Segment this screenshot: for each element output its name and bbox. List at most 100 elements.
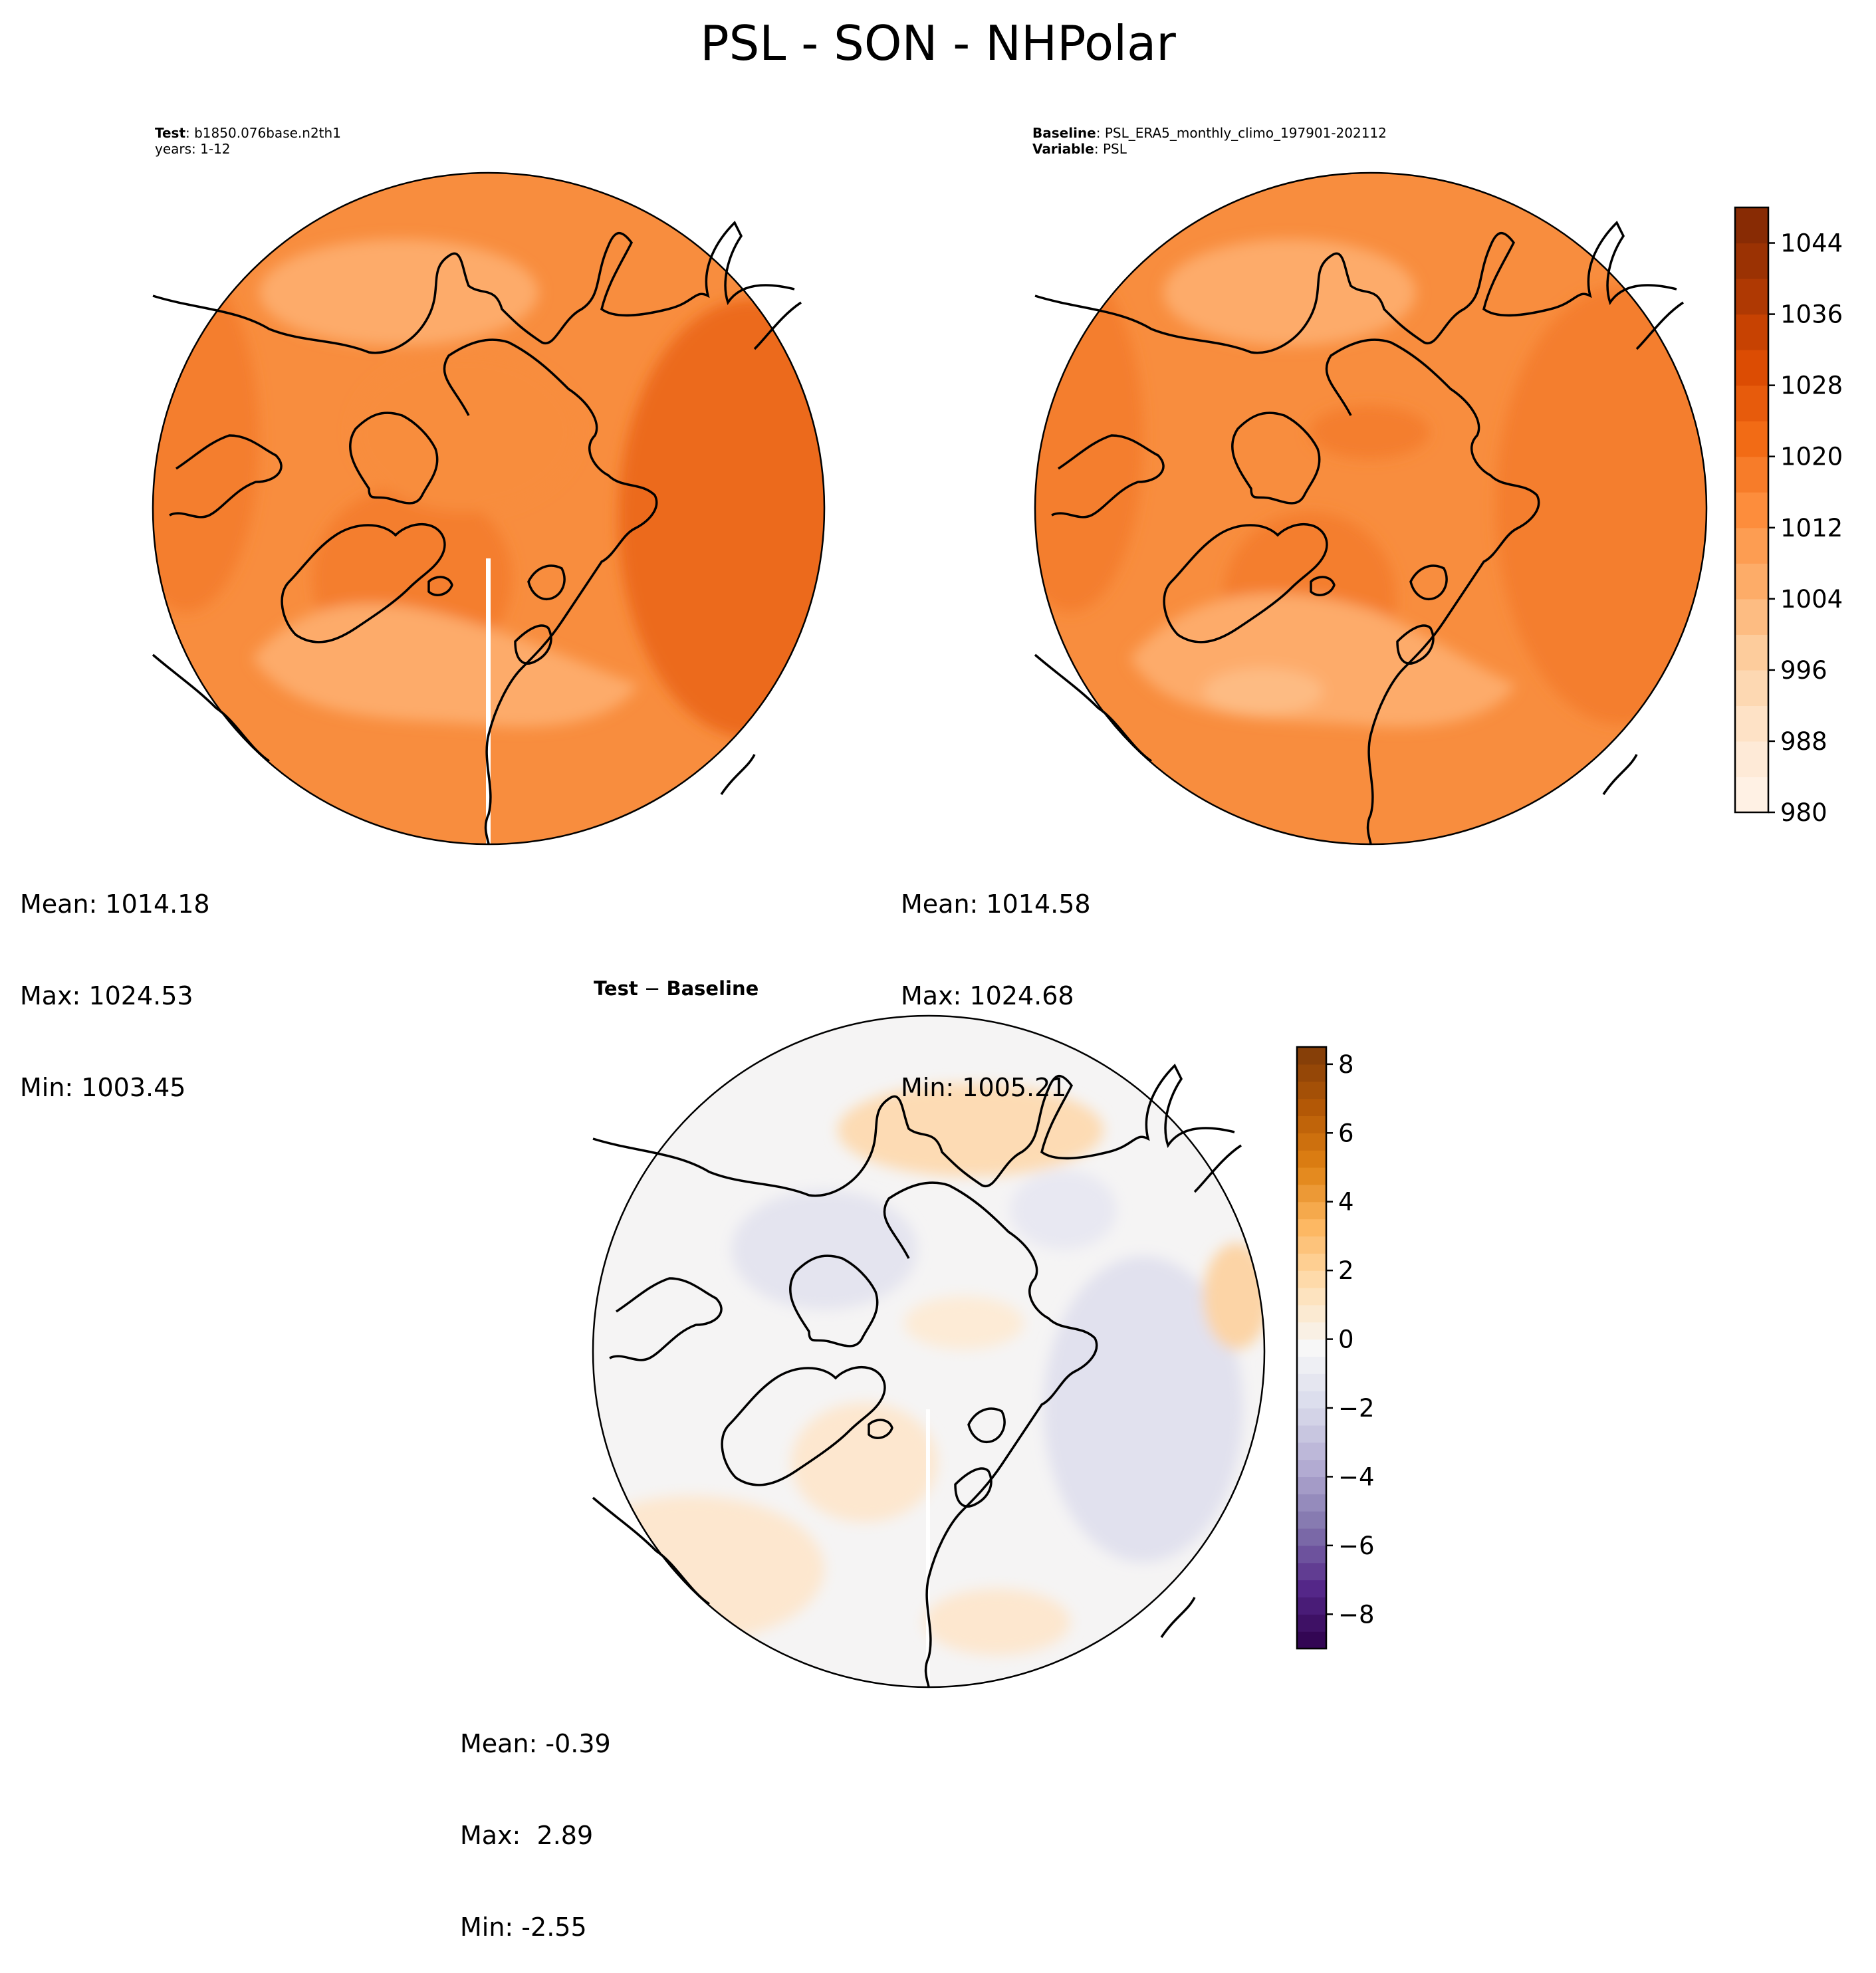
diff-colorbar-level-11 xyxy=(1297,1442,1326,1460)
diff-colorbar-level-32 xyxy=(1297,1081,1326,1100)
baseline-colorbar-tick-label-3: 1020 xyxy=(1780,443,1843,471)
baseline-map xyxy=(1034,172,1708,846)
baseline-colorbar-level-16 xyxy=(1735,207,1768,244)
diff-colorbar-level-6 xyxy=(1297,1528,1326,1546)
diff-stat-max: Max: 2.89 xyxy=(460,1821,594,1850)
baseline-colorbar-level-3 xyxy=(1735,669,1768,707)
diff-colorbar-level-2 xyxy=(1297,1597,1326,1615)
diff-colorbar-tick-label-3: 2 xyxy=(1338,1256,1354,1285)
diff-stat-min: Min: -2.55 xyxy=(460,1913,587,1942)
baseline-stat-mean: Mean: 1014.58 xyxy=(901,889,1091,919)
test-label-value: : b1850.076base.n2th1 xyxy=(185,125,341,141)
diff-map xyxy=(592,1014,1266,1688)
diff-colorbar-frame xyxy=(1296,1046,1328,1650)
diff-colorbar-level-29 xyxy=(1297,1133,1326,1151)
diff-colorbar-level-18 xyxy=(1297,1322,1326,1340)
diff-stats: Mean: -0.39 Max: 2.89 Min: -2.55 xyxy=(460,1667,611,1973)
diff-colorbar-level-31 xyxy=(1297,1098,1326,1117)
diff-colorbar-level-1 xyxy=(1297,1614,1326,1632)
baseline-colorbar-level-7 xyxy=(1735,527,1768,564)
baseline-colorbar-tick-label-2: 1028 xyxy=(1780,372,1843,400)
diff-colorbar-level-15 xyxy=(1297,1373,1326,1391)
diff-colorbar-level-14 xyxy=(1297,1391,1326,1409)
baseline-colorbar-tick-label-8: 980 xyxy=(1780,798,1827,827)
diff-colorbar-level-28 xyxy=(1297,1150,1326,1168)
diff-colorbar-tick-label-2: 4 xyxy=(1338,1188,1354,1217)
diff-colorbar-level-16 xyxy=(1297,1356,1326,1374)
baseline-label-value: : PSL_ERA5_monthly_climo_197901-202112 xyxy=(1096,125,1387,141)
diff-colorbar-level-5 xyxy=(1297,1545,1326,1564)
diff-panel-title: Test − Baseline xyxy=(594,977,759,1000)
diff-colorbar-level-27 xyxy=(1297,1167,1326,1185)
diff-colorbar-level-12 xyxy=(1297,1425,1326,1443)
baseline-colorbar-level-9 xyxy=(1735,456,1768,493)
baseline-colorbar-tick-label-1: 1036 xyxy=(1780,300,1843,329)
test-label-key: Test xyxy=(155,125,186,141)
diff-colorbar-level-0 xyxy=(1297,1631,1326,1649)
test-stat-max: Max: 1024.53 xyxy=(20,981,193,1010)
figure-title: PSL - SON - NHPolar xyxy=(700,15,1176,71)
baseline-colorbar-level-13 xyxy=(1735,314,1768,350)
diff-colorbar-level-24 xyxy=(1297,1219,1326,1237)
diff-colorbar-level-34 xyxy=(1297,1047,1326,1065)
baseline-stat-min: Min: 1005.21 xyxy=(901,1073,1067,1102)
baseline-stat-max: Max: 1024.68 xyxy=(901,981,1074,1010)
figure-canvas: 1044 1036 1028 1020 1012 1004 996 988 980 8 6 4 2 0 −… xyxy=(152,172,1843,1688)
baseline-colorbar: 1044 1036 1028 1020 1012 1004 996 988 980 xyxy=(1734,206,1843,827)
baseline-colorbar-frame xyxy=(1734,206,1770,814)
diff-colorbar-tick-label-4: 0 xyxy=(1338,1326,1354,1354)
test-years: years: 1-12 xyxy=(155,141,231,157)
baseline-colorbar-level-2 xyxy=(1735,705,1768,742)
baseline-colorbar-level-1 xyxy=(1735,741,1768,778)
test-stats: Mean: 1014.18 Max: 1024.53 Min: 1003.45 xyxy=(20,828,210,1133)
diff-colorbar-level-21 xyxy=(1297,1270,1326,1288)
diff-colorbar-level-22 xyxy=(1297,1253,1326,1271)
baseline-variable-value: : PSL xyxy=(1094,141,1127,157)
baseline-colorbar-level-4 xyxy=(1735,634,1768,671)
diff-stat-mean: Mean: -0.39 xyxy=(460,1729,611,1758)
diff-colorbar-tick-label-7: −6 xyxy=(1338,1532,1375,1560)
diff-colorbar-level-4 xyxy=(1297,1562,1326,1581)
diff-colorbar-tick-label-6: −4 xyxy=(1338,1462,1375,1491)
baseline-colorbar-level-5 xyxy=(1735,598,1768,635)
test-stat-mean: Mean: 1014.18 xyxy=(20,889,210,919)
baseline-colorbar-level-0 xyxy=(1735,776,1768,813)
diff-colorbar-level-10 xyxy=(1297,1459,1326,1478)
baseline-colorbar-level-14 xyxy=(1735,279,1768,315)
baseline-colorbar-level-15 xyxy=(1735,243,1768,279)
baseline-label-key: Baseline xyxy=(1032,125,1096,141)
diff-colorbar-level-23 xyxy=(1297,1236,1326,1254)
diff-colorbar-level-30 xyxy=(1297,1115,1326,1133)
diff-colorbar: 8 6 4 2 0 −2 −4 −6 −8 xyxy=(1296,1046,1375,1650)
diff-colorbar-tick-label-1: 6 xyxy=(1338,1119,1354,1147)
baseline-colorbar-level-11 xyxy=(1735,385,1768,421)
baseline-panel-header: Baseline: PSL_ERA5_monthly_climo_197901-… xyxy=(1032,125,1387,157)
baseline-colorbar-level-6 xyxy=(1735,563,1768,600)
baseline-colorbar-level-8 xyxy=(1735,492,1768,528)
diff-colorbar-level-33 xyxy=(1297,1064,1326,1082)
diff-colorbar-level-17 xyxy=(1297,1339,1326,1357)
diff-colorbar-level-25 xyxy=(1297,1201,1326,1220)
diff-colorbar-tick-label-5: −2 xyxy=(1338,1394,1375,1423)
test-stat-min: Min: 1003.45 xyxy=(20,1073,186,1102)
test-panel-header: Test: b1850.076base.n2th1 years: 1-12 xyxy=(155,125,341,157)
baseline-colorbar-tick-label-0: 1044 xyxy=(1780,229,1843,258)
baseline-stats: Mean: 1014.58 Max: 1024.68 Min: 1005.21 xyxy=(901,828,1091,1133)
diff-colorbar-level-8 xyxy=(1297,1494,1326,1512)
diff-colorbar-tick-label-8: −8 xyxy=(1338,1600,1375,1629)
baseline-colorbar-tick-label-6: 996 xyxy=(1780,656,1827,685)
baseline-colorbar-tick-label-5: 1004 xyxy=(1780,585,1843,614)
diff-colorbar-level-19 xyxy=(1297,1304,1326,1323)
diff-colorbar-level-26 xyxy=(1297,1184,1326,1203)
baseline-variable-key: Variable xyxy=(1032,141,1094,157)
baseline-colorbar-tick-label-4: 1012 xyxy=(1780,514,1843,542)
diff-title-op: − xyxy=(638,977,667,1000)
diff-colorbar-level-9 xyxy=(1297,1476,1326,1494)
diff-colorbar-tick-label-0: 8 xyxy=(1338,1050,1354,1079)
diff-title-right: Baseline xyxy=(666,977,759,1000)
baseline-colorbar-level-12 xyxy=(1735,350,1768,386)
diff-colorbar-level-13 xyxy=(1297,1408,1326,1426)
diff-title-left: Test xyxy=(594,977,638,1000)
baseline-colorbar-tick-label-7: 988 xyxy=(1780,727,1827,756)
diff-colorbar-level-20 xyxy=(1297,1288,1326,1306)
